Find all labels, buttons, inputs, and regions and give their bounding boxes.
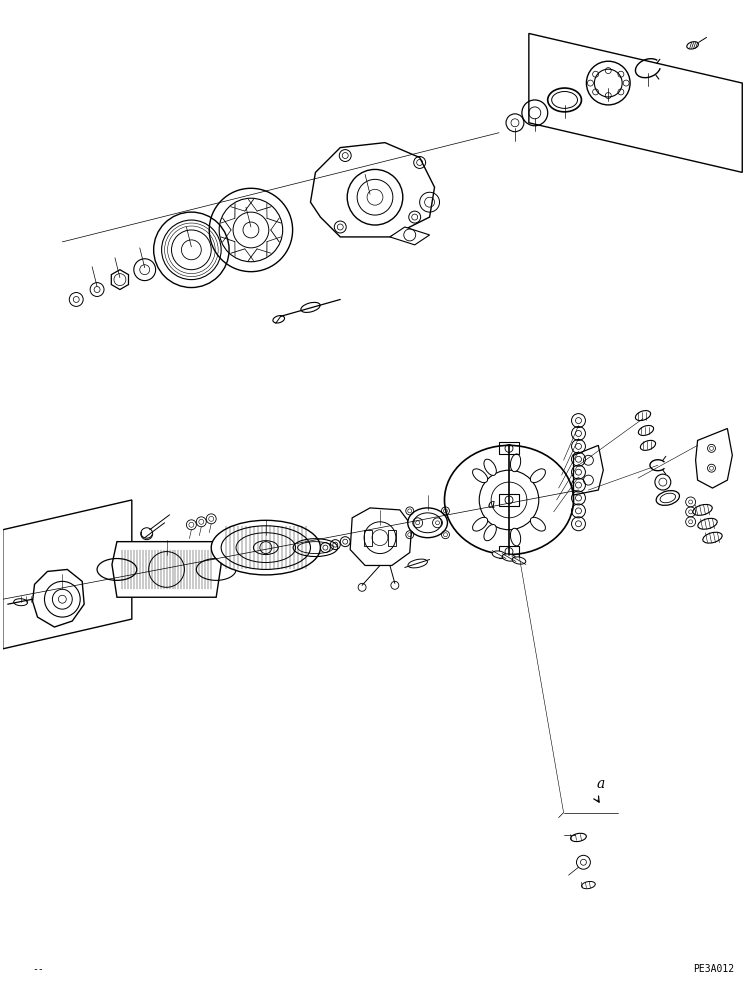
Ellipse shape	[530, 518, 545, 531]
Polygon shape	[574, 446, 603, 495]
Polygon shape	[32, 569, 84, 627]
Polygon shape	[390, 227, 430, 245]
Ellipse shape	[512, 557, 526, 564]
Ellipse shape	[571, 834, 586, 841]
Ellipse shape	[530, 469, 545, 482]
Text: --: --	[32, 964, 44, 974]
Bar	[388, 530, 396, 545]
Polygon shape	[3, 500, 132, 648]
Ellipse shape	[698, 519, 717, 530]
Bar	[499, 545, 519, 557]
Text: a: a	[596, 777, 604, 791]
Ellipse shape	[656, 491, 680, 505]
Ellipse shape	[484, 525, 496, 541]
Ellipse shape	[703, 533, 722, 544]
Ellipse shape	[693, 505, 712, 516]
Bar	[364, 530, 372, 545]
Ellipse shape	[638, 426, 653, 436]
Ellipse shape	[511, 529, 520, 545]
Ellipse shape	[408, 508, 448, 538]
Polygon shape	[529, 34, 742, 172]
Ellipse shape	[581, 881, 596, 889]
Ellipse shape	[511, 454, 520, 471]
Ellipse shape	[484, 459, 496, 475]
Bar	[499, 494, 519, 506]
Ellipse shape	[640, 441, 656, 450]
Text: PE3A012: PE3A012	[693, 964, 734, 974]
Polygon shape	[310, 143, 434, 237]
Polygon shape	[350, 508, 412, 565]
Polygon shape	[112, 542, 221, 597]
Ellipse shape	[635, 411, 650, 421]
Bar	[499, 443, 519, 454]
Ellipse shape	[503, 554, 516, 561]
Text: a: a	[488, 498, 495, 511]
Ellipse shape	[472, 469, 488, 482]
Polygon shape	[695, 429, 732, 488]
Ellipse shape	[472, 518, 488, 531]
Ellipse shape	[211, 521, 320, 575]
Ellipse shape	[492, 550, 506, 558]
